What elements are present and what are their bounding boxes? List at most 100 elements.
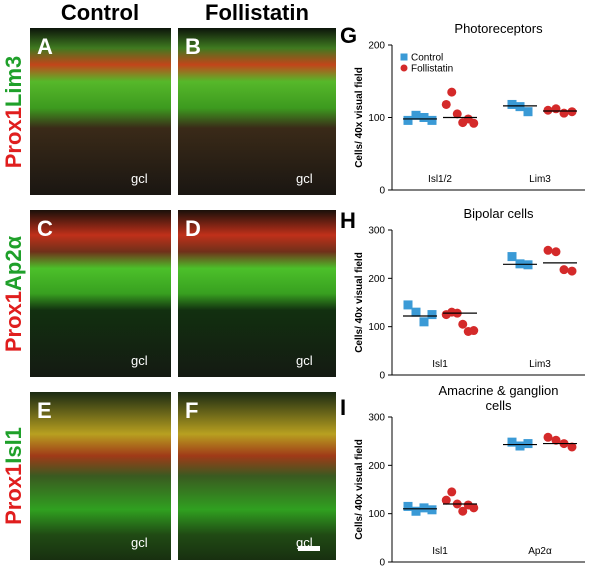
- row-label: Prox1Isl1: [1, 427, 26, 525]
- stain-green: Lim3: [1, 56, 26, 107]
- category-label: Lim3: [529, 174, 551, 185]
- category-label: Ap2α: [528, 546, 552, 557]
- data-point: [567, 266, 577, 276]
- category-label: Isl1/2: [428, 174, 452, 185]
- chart-title: Bipolar cells: [463, 206, 534, 221]
- panel-letter: B: [185, 34, 201, 59]
- data-point: [523, 107, 533, 117]
- data-point: [551, 104, 561, 114]
- region-label: gcl: [296, 353, 313, 368]
- y-tick-label: 300: [368, 413, 385, 424]
- row-label: Prox1Ap2α: [1, 235, 26, 352]
- panel-letter: E: [37, 398, 52, 423]
- data-point: [427, 505, 437, 515]
- legend-label: Control: [411, 53, 443, 64]
- y-tick-label: 200: [368, 461, 385, 472]
- panel-letter: A: [37, 34, 53, 59]
- y-tick-label: 100: [368, 113, 385, 124]
- panel-letter: H: [340, 208, 356, 233]
- data-point: [403, 300, 413, 310]
- micrograph: [178, 210, 336, 377]
- data-point: [543, 245, 553, 255]
- category-label: Lim3: [529, 359, 551, 370]
- data-point: [411, 307, 421, 317]
- region-label: gcl: [131, 535, 148, 550]
- stain-green: Isl1: [1, 427, 26, 464]
- data-point: [403, 115, 413, 125]
- micrograph: [30, 28, 171, 195]
- y-tick-label: 0: [379, 371, 385, 382]
- region-label: gcl: [296, 535, 313, 550]
- stain-red: Prox1: [1, 291, 26, 352]
- data-point: [458, 506, 468, 516]
- micrograph: [178, 28, 336, 195]
- category-label: Isl1: [432, 546, 448, 557]
- column-label: Control: [61, 0, 139, 25]
- data-point: [507, 99, 517, 109]
- data-point: [427, 310, 437, 320]
- data-point: [469, 326, 479, 336]
- data-point: [543, 105, 553, 115]
- data-point: [515, 441, 525, 451]
- panel-letter: C: [37, 216, 53, 241]
- stain-red: Prox1: [1, 107, 26, 168]
- data-point: [551, 435, 561, 445]
- data-point: [411, 506, 421, 516]
- region-label: gcl: [296, 171, 313, 186]
- panel-letter: D: [185, 216, 201, 241]
- data-point: [419, 113, 429, 122]
- data-point: [427, 115, 437, 125]
- data-point: [447, 87, 457, 97]
- category-label: Isl1: [432, 359, 448, 370]
- data-point: [411, 110, 421, 120]
- chart-title-line: cells: [485, 398, 512, 413]
- data-point: [515, 102, 525, 112]
- micrograph: [178, 392, 336, 560]
- data-point: [543, 432, 553, 442]
- y-tick-label: 0: [379, 558, 385, 569]
- data-point: [419, 317, 429, 327]
- data-point: [458, 319, 468, 329]
- y-tick-label: 200: [368, 274, 385, 285]
- data-point: [507, 437, 517, 447]
- data-point: [441, 495, 451, 505]
- y-tick-label: 0: [379, 186, 385, 197]
- chart-title: Photoreceptors: [454, 21, 543, 36]
- region-label: gcl: [131, 171, 148, 186]
- micrograph: [30, 392, 171, 560]
- data-point: [567, 107, 577, 117]
- y-axis-label: Cells/ 40x visual field: [354, 252, 365, 353]
- panel-letter: F: [185, 398, 198, 423]
- data-point: [441, 99, 451, 109]
- data-point: [523, 439, 533, 449]
- data-point: [507, 252, 517, 262]
- stain-red: Prox1: [1, 464, 26, 525]
- image-panels: [30, 28, 336, 560]
- data-point: [559, 108, 569, 118]
- y-tick-label: 300: [368, 226, 385, 237]
- data-point: [403, 501, 413, 511]
- panel-letter: I: [340, 395, 346, 420]
- data-point: [559, 265, 569, 275]
- region-label: gcl: [131, 353, 148, 368]
- legend-label: Follistatin: [411, 64, 453, 75]
- data-point: [447, 487, 457, 497]
- y-tick-label: 100: [368, 509, 385, 520]
- scale-bar: [298, 546, 320, 551]
- chart-title-line: Amacrine & ganglion: [439, 383, 559, 398]
- y-tick-label: 200: [368, 41, 385, 52]
- legend-marker: [400, 64, 408, 72]
- data-point: [419, 503, 429, 513]
- data-point: [551, 247, 561, 257]
- data-point: [469, 118, 479, 128]
- row-label: Prox1Lim3: [1, 56, 26, 169]
- data-point: [452, 109, 462, 119]
- data-point: [567, 442, 577, 452]
- y-axis-label: Cells/ 40x visual field: [354, 67, 365, 168]
- legend-marker: [400, 53, 408, 61]
- y-axis-label: Cells/ 40x visual field: [354, 439, 365, 540]
- panel-letter: G: [340, 23, 357, 48]
- data-point: [469, 503, 479, 513]
- chart-title: Amacrine & ganglion cells: [439, 383, 559, 413]
